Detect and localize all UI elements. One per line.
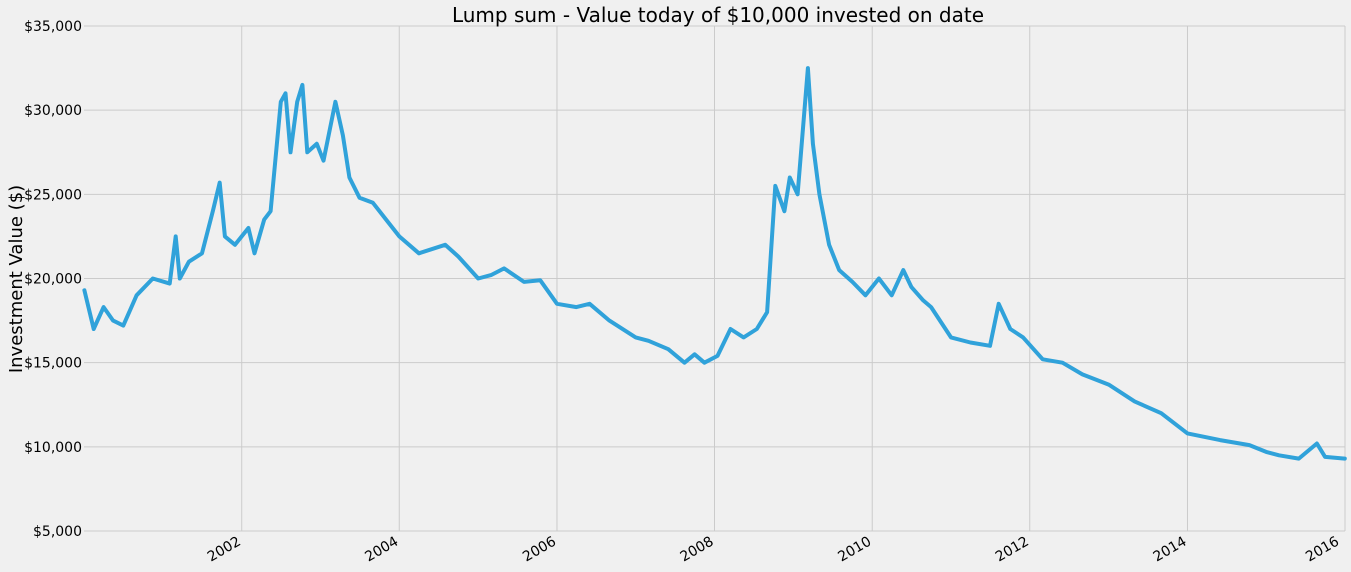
x-tick-label: 2006 <box>520 534 559 566</box>
y-tick-label: $20,000 <box>24 272 82 288</box>
x-tick-label: 2008 <box>678 534 717 566</box>
y-axis-label: Investment Value ($) <box>6 185 27 373</box>
y-tick-label: $30,000 <box>24 103 82 119</box>
chart-title: Lump sum - Value today of $10,000 invest… <box>452 3 984 27</box>
y-tick-label: $5,000 <box>33 524 82 540</box>
y-tick-label: $10,000 <box>24 440 82 456</box>
x-tick-label: 2004 <box>362 534 401 566</box>
series-layer <box>82 66 1347 461</box>
x-gridlines <box>241 26 1346 531</box>
series-line-0 <box>82 66 1347 461</box>
y-tick-label: $15,000 <box>24 356 82 372</box>
x-tick-label: 2016 <box>1303 534 1342 566</box>
x-tick-labels: 2002 2004 2006 2008 2010 2012 2014 2016 <box>205 534 1342 566</box>
x-tick-label: 2002 <box>205 534 244 566</box>
y-tick-labels: $5,000 $10,000 $15,000 $20,000 $25,000 $30,00… <box>24 19 82 540</box>
x-tick-label: 2012 <box>993 534 1032 566</box>
x-tick-label: 2010 <box>835 534 874 566</box>
y-tick-label: $35,000 <box>24 19 82 35</box>
y-tick-label: $25,000 <box>24 187 82 203</box>
x-tick-label: 2014 <box>1151 534 1190 566</box>
